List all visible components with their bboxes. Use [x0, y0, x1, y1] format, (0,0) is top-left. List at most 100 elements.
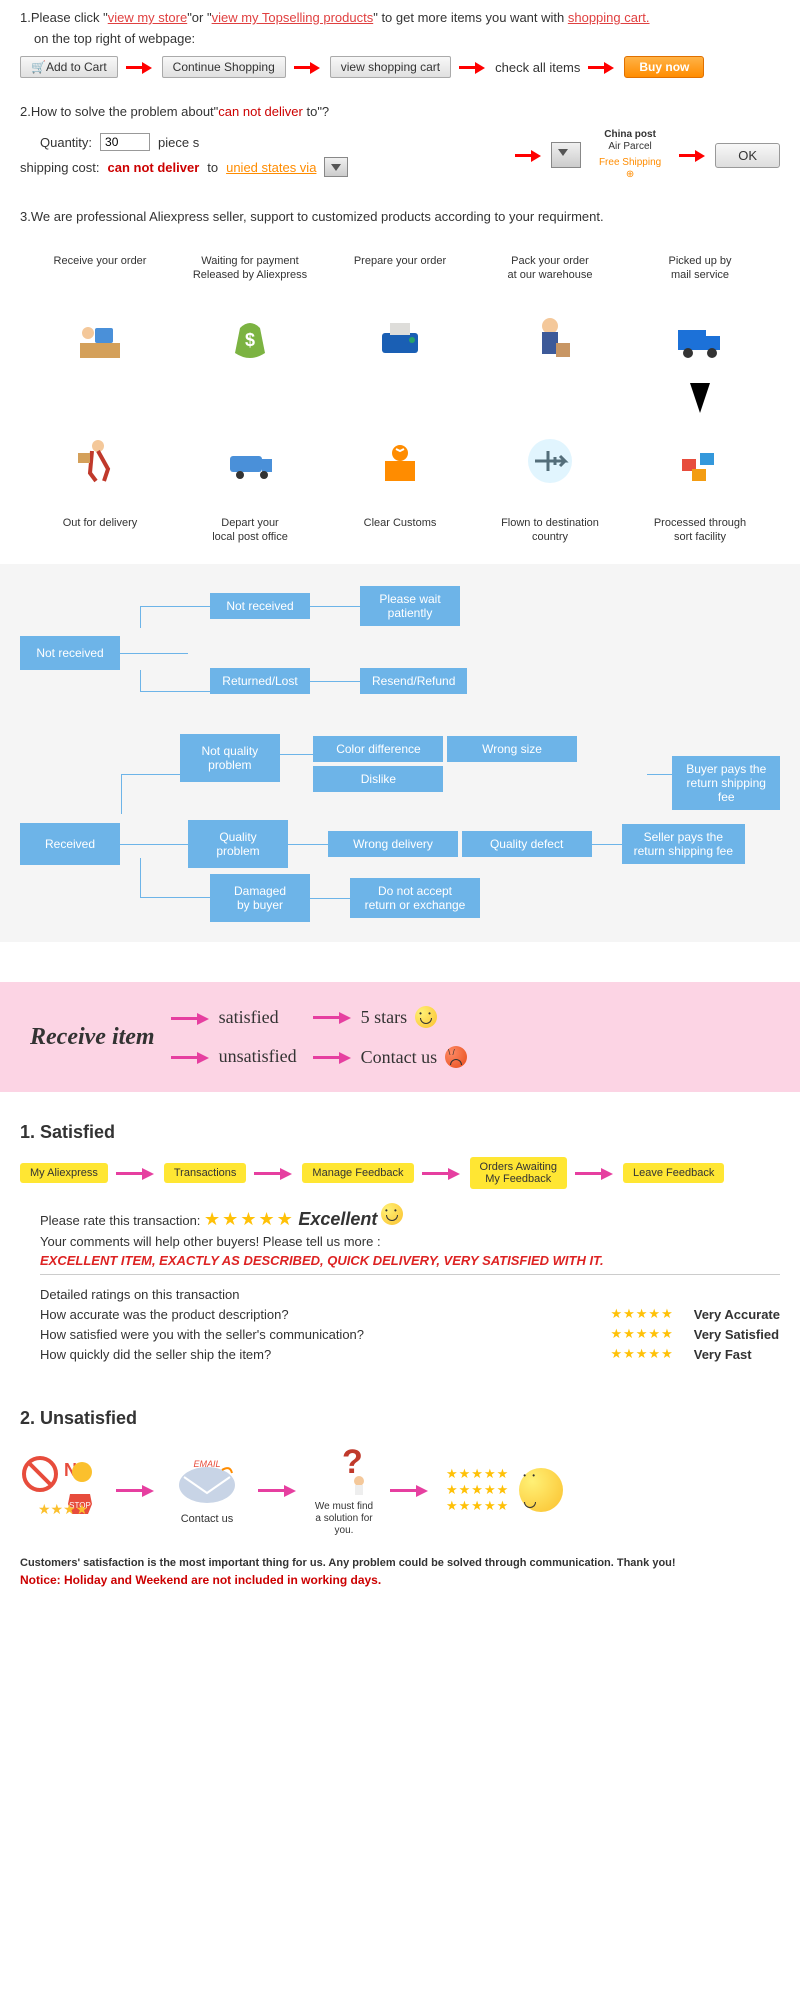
footer-1: Customers' satisfaction is the most impo…: [20, 1557, 780, 1569]
process-label: Processed through sort facility: [630, 516, 770, 545]
svg-text:EMAIL: EMAIL: [193, 1459, 220, 1469]
buy-now-button[interactable]: Buy now: [624, 56, 704, 78]
process-label: Clear Customs: [330, 516, 470, 545]
svg-text:★★★★: ★★★★: [38, 1501, 88, 1517]
contact-label: Contact us: [361, 1047, 438, 1068]
step1-suffix: " to get more items you want with: [373, 10, 568, 25]
order-process-diagram: Receive your orderWaiting for payment Re…: [0, 234, 800, 564]
desk-icon: [30, 303, 170, 373]
satisfied-section: 1. Satisfied My Aliexpress Transactions Ma…: [0, 1092, 800, 1372]
step2-red: can not deliver: [218, 104, 303, 119]
question-person-icon: ?: [314, 1443, 374, 1498]
stars-icon: ★★★★★: [610, 1306, 673, 1322]
destination-link[interactable]: unied states via: [226, 160, 316, 175]
step2-suffix: to"?: [303, 104, 329, 119]
process-label: Receive your order: [30, 254, 170, 283]
method-dropdown[interactable]: [551, 142, 581, 168]
stars-row: ★★★★★: [446, 1466, 509, 1482]
add-to-cart-button[interactable]: 🛒 Add to Cart: [20, 56, 118, 78]
stars-5: ★★★★★: [204, 1209, 295, 1229]
flow-buyer-pays: Buyer pays the return shipping fee: [672, 756, 780, 810]
rate-label: Please rate this transaction:: [40, 1213, 200, 1228]
step2-line: 2.How to solve the problem about": [20, 104, 218, 119]
satisfied-heading: 1. Satisfied: [20, 1122, 780, 1143]
process-label: Depart your local post office: [180, 516, 320, 545]
stars-row: ★★★★★: [446, 1482, 509, 1498]
arrow-icon: [459, 62, 487, 72]
flow-seller-pays: Seller pays the return shipping fee: [622, 824, 745, 864]
comments-label: Your comments will help other buyers! Pl…: [40, 1234, 780, 1249]
big-smiley-icon: [519, 1468, 563, 1512]
feedback-pill[interactable]: Orders Awaiting My Feedback: [470, 1157, 567, 1189]
flow-damaged: Damaged by buyer: [210, 874, 310, 922]
flow-quality-defect: Quality defect: [462, 831, 592, 857]
feedback-pill[interactable]: Manage Feedback: [302, 1163, 413, 1183]
link-shopping-cart[interactable]: shopping cart.: [568, 10, 650, 25]
feedback-pill[interactable]: Transactions: [164, 1163, 247, 1183]
detail-heading: Detailed ratings on this transaction: [40, 1287, 780, 1302]
flow-color-diff: Color difference: [313, 736, 443, 762]
arrow-pink-icon: [313, 1012, 353, 1022]
arrow-icon: [679, 150, 707, 160]
step1-prefix: 1.Please click ": [20, 10, 108, 25]
continue-shopping-button[interactable]: Continue Shopping: [162, 56, 286, 78]
step-3: 3.We are professional Aliexpress seller,…: [0, 199, 800, 234]
footer-notice: Notice: Holiday and Weekend are not incl…: [20, 1573, 780, 1587]
arrow-pink-icon: [575, 1168, 615, 1178]
flow-wrong-size: Wrong size: [447, 736, 577, 762]
ship-red: can not deliver: [108, 160, 200, 175]
step3-text: 3.We are professional Aliexpress seller,…: [20, 209, 780, 224]
arrow-pink-icon: [422, 1168, 462, 1178]
arrow-down-icon: [690, 383, 710, 413]
contact-us-label: Contact us: [172, 1513, 242, 1525]
arrow-icon: [294, 62, 322, 72]
link-view-store[interactable]: view my store: [108, 10, 187, 25]
arrow-pink-icon: [171, 1052, 211, 1062]
process-label: Out for delivery: [30, 516, 170, 545]
step1-sub: on the top right of webpage:: [34, 31, 780, 46]
arrow-pink-icon: [116, 1485, 156, 1495]
free-shipping-label: Free Shipping: [599, 157, 661, 169]
unsatisfied-label: unsatisfied: [219, 1046, 297, 1067]
airplane-icon: [480, 426, 620, 496]
feedback-pill[interactable]: My Aliexpress: [20, 1163, 108, 1183]
a1: Very Accurate: [694, 1307, 780, 1322]
arrow-icon: [126, 62, 154, 72]
solution-label: We must find a solution for you.: [314, 1501, 374, 1537]
a2: Very Satisfied: [694, 1327, 780, 1342]
arrow-icon: [515, 150, 543, 160]
stars-icon: ★★★★★: [610, 1326, 673, 1342]
stars-icon: ★★★★★: [610, 1346, 673, 1362]
air-parcel-label: Air Parcel: [599, 141, 661, 153]
comment-text: EXCELLENT ITEM, EXACTLY AS DESCRIBED, QU…: [40, 1253, 780, 1275]
unsatisfied-section: 2. Unsatisfied N STOP ★★★★ EMAIL Contact…: [0, 1372, 800, 1597]
email-icon: EMAIL: [172, 1455, 242, 1510]
flow-returned: Returned/Lost: [210, 668, 310, 694]
ok-button[interactable]: OK: [715, 143, 780, 168]
feedback-pill[interactable]: Leave Feedback: [623, 1163, 724, 1183]
process-label: Flown to destination country: [480, 516, 620, 545]
flow-received: Received: [20, 823, 120, 865]
warehouse-worker-icon: [480, 303, 620, 373]
flow-wrong-delivery: Wrong delivery: [328, 831, 458, 857]
unsatisfied-heading: 2. Unsatisfied: [20, 1408, 780, 1429]
china-post-label: China post: [599, 129, 661, 141]
svg-text:$: $: [245, 330, 255, 350]
view-cart-button[interactable]: view shopping cart: [330, 56, 451, 78]
arrow-icon: [588, 62, 616, 72]
flow-dislike: Dislike: [313, 766, 443, 792]
link-topselling[interactable]: view my Topselling products: [212, 10, 374, 25]
country-dropdown[interactable]: [324, 157, 348, 177]
arrow-pink-icon: [254, 1168, 294, 1178]
satisfied-label: satisfied: [219, 1007, 279, 1028]
flow-no-return: Do not accept return or exchange: [350, 878, 480, 918]
step-1: 1.Please click "view my store"or "view m…: [0, 0, 800, 94]
q2: How satisfied were you with the seller's…: [40, 1327, 590, 1342]
quantity-input[interactable]: [100, 133, 150, 151]
add-to-cart-label: Add to Cart: [46, 60, 107, 74]
excellent-label: Excellent: [298, 1209, 377, 1229]
arrow-pink-icon: [390, 1485, 430, 1495]
pieces-label: piece s: [158, 135, 199, 150]
q3: How quickly did the seller ship the item…: [40, 1347, 590, 1362]
step-2: 2.How to solve the problem about"can not…: [0, 94, 800, 199]
